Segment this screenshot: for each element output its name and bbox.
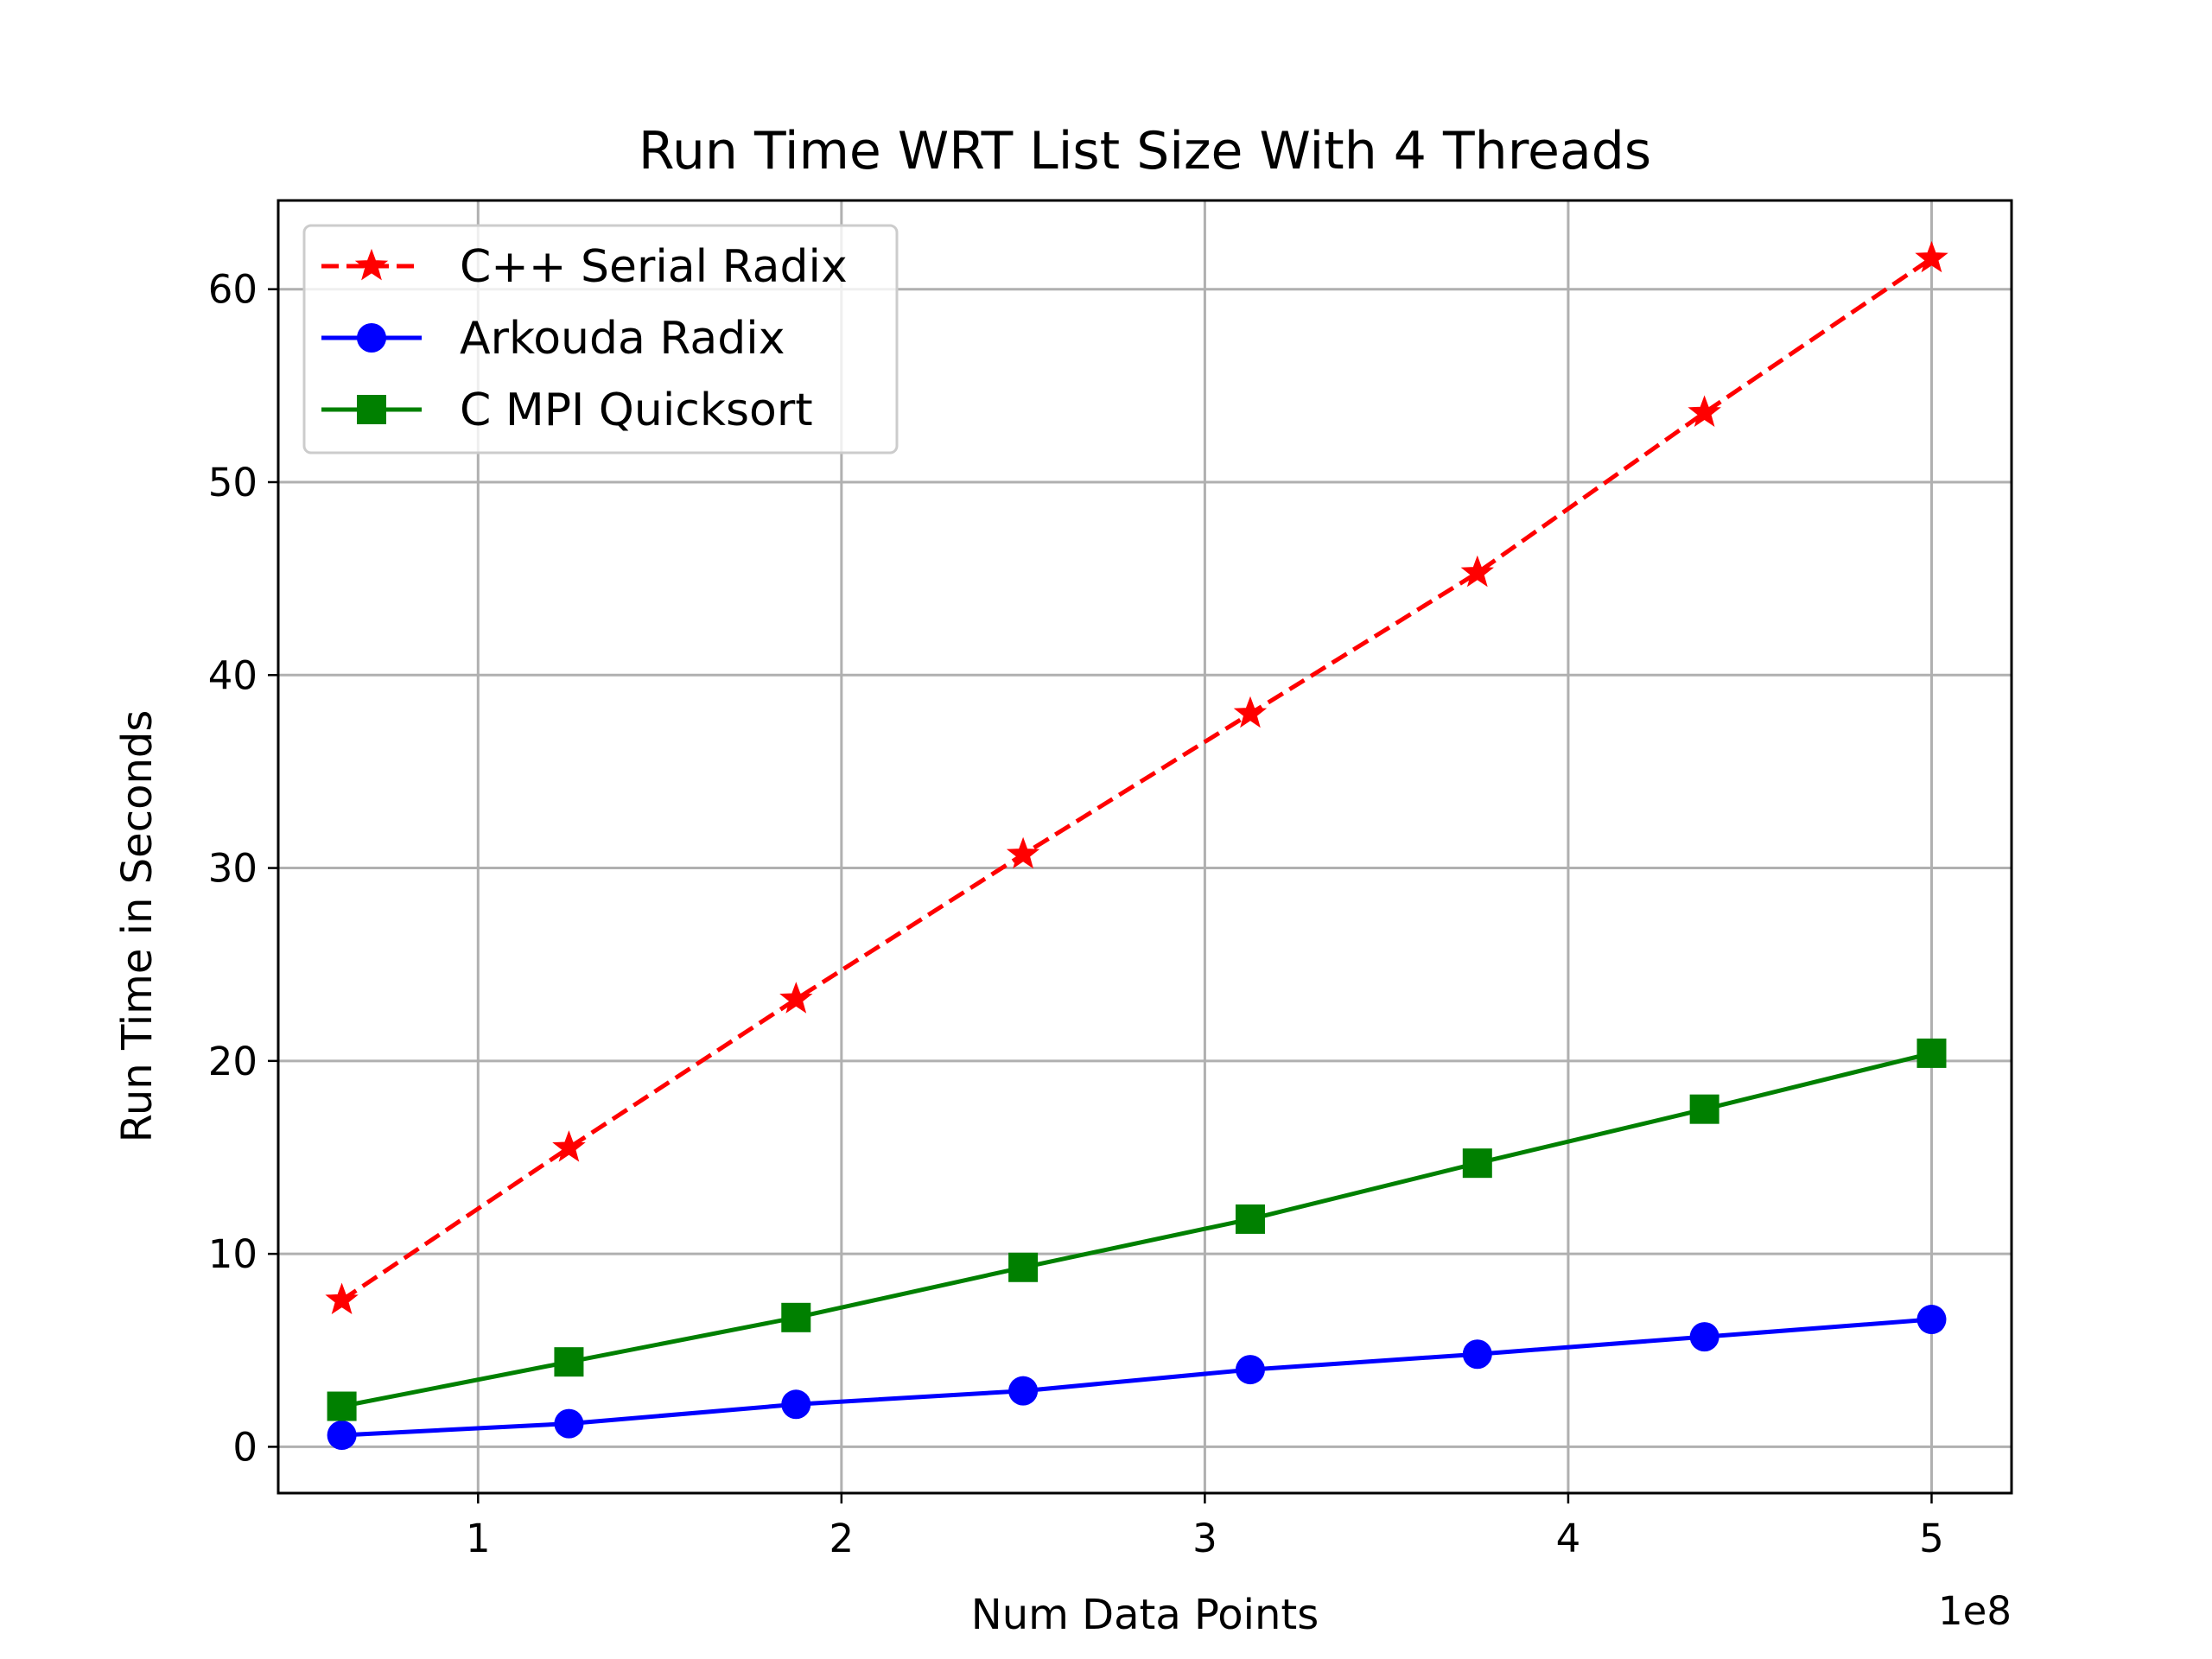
legend: C++ Serial Radix Arkouda Radix C MPI Quick… xyxy=(302,224,899,454)
x-tick-label: 2 xyxy=(830,1516,855,1561)
y-tick-label: 50 xyxy=(208,460,257,505)
data-point-c-serial-radix xyxy=(325,1282,359,1315)
x-tick-label: 1 xyxy=(466,1516,491,1561)
data-point-c-mpi-quicksort xyxy=(554,1347,584,1377)
y-tick-label: 0 xyxy=(232,1424,257,1470)
x-axis-label: Num Data Points xyxy=(971,1591,1319,1639)
series-arkouda-radix xyxy=(327,1305,1947,1451)
series-line-c-mpi-quicksort xyxy=(341,1051,1933,1408)
data-point-c-mpi-quicksort xyxy=(1462,1148,1492,1179)
data-point-c-serial-radix xyxy=(1460,555,1494,588)
data-point-arkouda-radix xyxy=(1462,1339,1492,1370)
data-point-c-mpi-quicksort xyxy=(1235,1204,1265,1234)
y-tick-label: 60 xyxy=(208,267,257,313)
legend-item-c-mpi-quicksort: C MPI Quicksort xyxy=(321,385,813,436)
legend-label: C MPI Quicksort xyxy=(460,385,813,436)
grid xyxy=(278,200,2012,1493)
data-point-arkouda-radix xyxy=(1689,1322,1719,1352)
data-point-arkouda-radix xyxy=(554,1408,584,1439)
data-point-c-serial-radix xyxy=(1688,395,1721,427)
data-point-c-serial-radix xyxy=(779,982,813,1014)
data-point-arkouda-radix xyxy=(781,1389,811,1420)
data-point-c-mpi-quicksort xyxy=(1008,1252,1039,1282)
data-point-arkouda-radix xyxy=(1916,1305,1947,1335)
data-point-c-serial-radix xyxy=(1915,240,1948,273)
y-tick-label: 10 xyxy=(208,1231,257,1277)
legend-marker xyxy=(357,395,386,424)
x-axis: 1 2 3 4 5 xyxy=(466,1493,1944,1561)
x-tick-label: 3 xyxy=(1192,1516,1217,1561)
series-line-c-serial-radix xyxy=(340,256,1933,1302)
y-axis-label: Run Time in Seconds xyxy=(113,710,162,1143)
legend-item-c-serial-radix: C++ Serial Radix xyxy=(321,241,848,293)
data-point-c-serial-radix xyxy=(552,1130,586,1162)
legend-label: C++ Serial Radix xyxy=(460,241,848,293)
data-point-c-mpi-quicksort xyxy=(1689,1094,1719,1124)
data-point-arkouda-radix xyxy=(327,1421,357,1451)
y-axis: 0 10 20 30 40 50 60 xyxy=(208,267,278,1470)
legend-box xyxy=(302,224,899,454)
plot-frame xyxy=(276,199,2013,1495)
x-axis-offset-label: 1e8 xyxy=(1938,1588,2012,1634)
y-tick-label: 40 xyxy=(208,652,257,698)
data-point-c-serial-radix xyxy=(1006,836,1040,869)
y-tick-label: 30 xyxy=(208,846,257,892)
legend-label: Arkouda Radix xyxy=(460,313,785,365)
series-line-arkouda-radix xyxy=(341,1317,1932,1438)
x-tick-label: 5 xyxy=(1919,1516,1944,1561)
legend-item-arkouda-radix: Arkouda Radix xyxy=(321,313,785,365)
plot-series xyxy=(325,240,1948,1451)
data-point-c-mpi-quicksort xyxy=(781,1302,811,1332)
data-point-arkouda-radix xyxy=(1235,1355,1265,1385)
legend-marker xyxy=(357,323,386,353)
data-point-c-mpi-quicksort xyxy=(1916,1038,1947,1068)
series-c-serial-radix xyxy=(325,240,1948,1315)
y-tick-label: 20 xyxy=(208,1039,257,1084)
x-tick-label: 4 xyxy=(1556,1516,1581,1561)
data-point-arkouda-radix xyxy=(1008,1376,1039,1406)
series-c-mpi-quicksort xyxy=(327,1038,1947,1421)
legend-marker xyxy=(354,248,389,281)
data-point-c-mpi-quicksort xyxy=(327,1391,357,1421)
chart-title: Run Time WRT List Size With 4 Threads xyxy=(639,121,1651,181)
data-point-c-serial-radix xyxy=(1233,696,1268,728)
